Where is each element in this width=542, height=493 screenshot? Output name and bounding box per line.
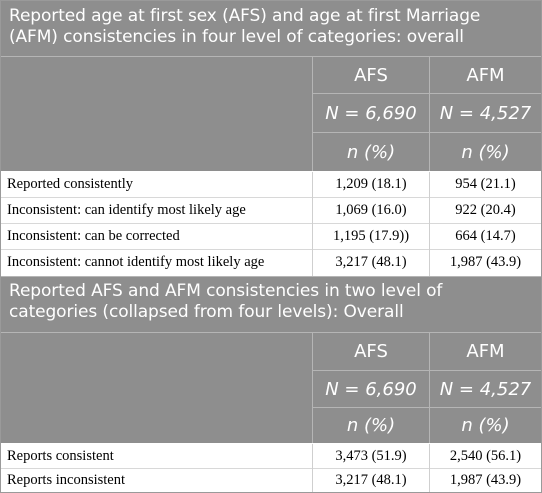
section2-col-afm: AFM	[430, 333, 541, 370]
table-cell-afm: 1,987 (43.9)	[449, 254, 522, 270]
section1-unit-afs: n (%)	[313, 133, 429, 171]
table-cell-afs: 1,069 (16.0)	[335, 202, 407, 218]
table-cell-afm: 2,540 (56.1)	[449, 447, 522, 464]
table-cell-afs: 3,217 (48.1)	[335, 254, 407, 270]
table-cell-afs: 1,195 (17.9))	[332, 228, 410, 244]
section2-unit-afs: n (%)	[313, 408, 429, 443]
section1-n-afm: N = 4,527	[430, 94, 541, 132]
section2-n-afs: N = 6,690	[313, 371, 429, 407]
table-cell-afm: 1,987 (43.9)	[449, 472, 522, 488]
section1-title: Reported age at first sex (AFS) and age …	[1, 1, 541, 57]
table-row-label: Reports inconsistent	[7, 472, 126, 488]
section2-n-afm: N = 4,527	[430, 371, 541, 407]
table-row-label: Inconsistent: cannot identify most likel…	[7, 254, 265, 270]
table-cell-afs: 3,473 (51.9)	[335, 447, 407, 464]
section1-n-afs: N = 6,690	[313, 94, 429, 132]
table-cell-afm: 664 (14.7)	[455, 228, 516, 244]
table-cell-afm: 954 (21.1)	[455, 176, 516, 192]
table-row-label: Inconsistent: can be corrected	[7, 228, 180, 244]
section1-col-afs: AFS	[313, 57, 429, 93]
section1-header-blank	[1, 57, 312, 171]
table-row-label: Reports consistent	[7, 447, 114, 464]
table-cell-afm: 922 (20.4)	[455, 202, 516, 218]
table-row-label: Reported consistently	[7, 176, 134, 192]
table-row-label: Inconsistent: can identify most likely a…	[7, 202, 246, 218]
section2-unit-afm: n (%)	[430, 408, 541, 443]
section2-title: Reported AFS and AFM consistencies in tw…	[1, 276, 541, 332]
section2-header-blank	[1, 333, 312, 443]
section2-col-afs: AFS	[313, 333, 429, 370]
table-cell-afs: 1,209 (18.1)	[335, 176, 407, 192]
table-cell-afs: 3,217 (48.1)	[335, 472, 407, 488]
section1-col-afm: AFM	[430, 57, 541, 93]
section1-unit-afm: n (%)	[430, 133, 541, 171]
